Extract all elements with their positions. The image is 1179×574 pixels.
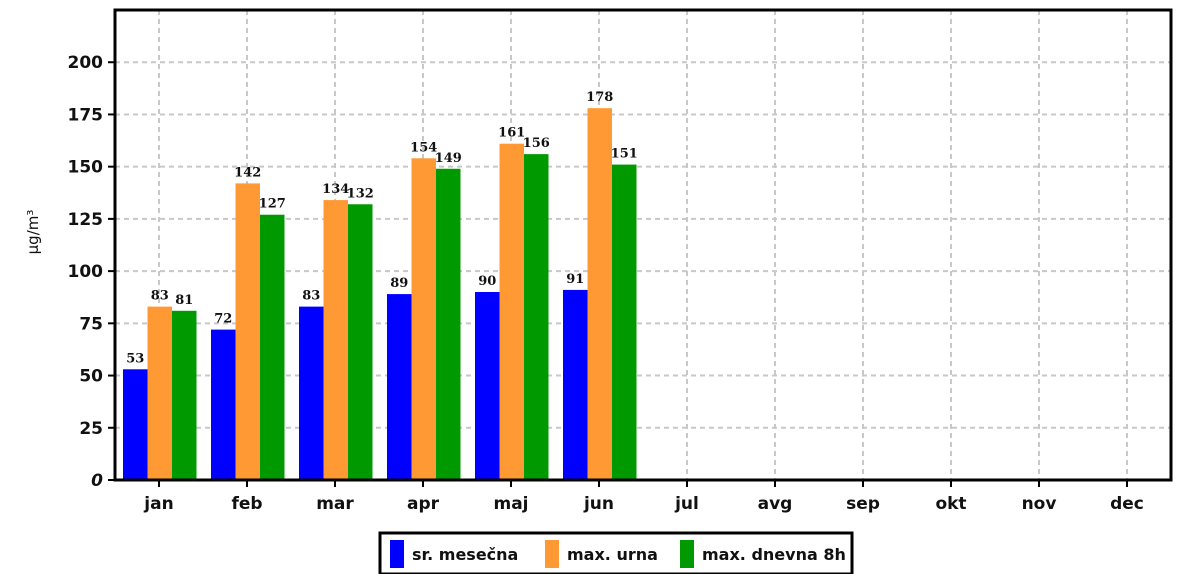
y-tick-label: 150 xyxy=(68,158,104,178)
data-label: 154 xyxy=(410,140,437,155)
bar xyxy=(235,183,260,480)
x-tick-label: sep xyxy=(846,494,880,514)
x-tick-label: feb xyxy=(231,494,262,514)
y-tick-label: 200 xyxy=(68,53,104,73)
bar xyxy=(147,306,172,480)
bar xyxy=(436,168,461,480)
legend-swatch xyxy=(545,540,559,568)
x-tick-label: mar xyxy=(316,494,354,514)
data-label: 149 xyxy=(435,151,462,166)
x-axis-ticks: jan feb mar apr maj jun jul avg sep okt nov dec xyxy=(143,480,1144,514)
plot-frame xyxy=(113,8,1173,482)
x-tick-label: apr xyxy=(407,494,440,514)
data-label: 91 xyxy=(566,272,584,287)
x-tick-label: jan xyxy=(143,494,173,514)
data-label: 142 xyxy=(234,165,261,180)
data-label: 90 xyxy=(478,274,496,289)
data-label: 132 xyxy=(347,186,374,201)
data-labels: 53 72 83 89 90 91 83 142 134 154 161 178 81 127 132 149… xyxy=(126,90,638,366)
x-tick-label: dec xyxy=(1110,494,1144,514)
y-tick-label: 0 xyxy=(91,471,103,491)
legend-swatch xyxy=(680,540,694,568)
y-tick-label: 125 xyxy=(68,210,104,230)
data-label: 53 xyxy=(126,351,144,366)
bar xyxy=(172,310,197,480)
bar xyxy=(563,289,588,480)
data-label: 156 xyxy=(523,136,550,151)
y-axis-ticks: 0 25 50 75 100 125 150 175 200 xyxy=(68,53,115,491)
legend-swatch xyxy=(390,540,404,568)
y-tick-label: 100 xyxy=(68,262,104,282)
data-label: 89 xyxy=(390,276,408,291)
bar xyxy=(475,292,500,480)
data-label: 83 xyxy=(302,289,320,304)
data-label: 72 xyxy=(214,312,232,327)
x-tick-label: jun xyxy=(583,494,614,514)
bar xyxy=(587,108,612,480)
bar xyxy=(299,306,324,480)
data-label: 127 xyxy=(259,197,286,212)
data-label: 161 xyxy=(498,126,525,141)
legend-label: max. dnevna 8h xyxy=(702,545,846,564)
x-tick-label: okt xyxy=(935,494,966,514)
bar xyxy=(411,158,436,481)
x-tick-label: nov xyxy=(1022,494,1057,514)
bar xyxy=(323,200,348,481)
data-label: 151 xyxy=(611,147,638,162)
bar xyxy=(524,154,549,480)
bar xyxy=(211,329,236,480)
bar xyxy=(123,369,148,480)
x-tick-label: jul xyxy=(674,494,699,514)
bar xyxy=(348,204,373,480)
legend-label: sr. mesečna xyxy=(412,545,518,564)
legend-label: max. urna xyxy=(567,545,658,564)
data-label: 83 xyxy=(151,289,169,304)
bar xyxy=(499,143,524,480)
y-axis-label: µg/m³ xyxy=(24,210,42,255)
bar xyxy=(387,294,412,480)
y-tick-label: 25 xyxy=(79,419,103,439)
bars xyxy=(123,108,637,481)
bar xyxy=(612,164,637,481)
x-tick-label: avg xyxy=(758,494,793,514)
legend-frame xyxy=(378,531,854,574)
data-label: 81 xyxy=(175,293,193,308)
y-tick-label: 175 xyxy=(68,105,104,125)
data-label: 178 xyxy=(586,90,613,105)
legend: sr. mesečna max. urna max. dnevna 8h xyxy=(378,531,854,574)
x-tick-label: maj xyxy=(493,494,528,514)
y-tick-label: 50 xyxy=(79,367,103,387)
bar xyxy=(260,214,285,480)
data-label: 134 xyxy=(322,182,349,197)
y-tick-label: 75 xyxy=(79,314,103,334)
